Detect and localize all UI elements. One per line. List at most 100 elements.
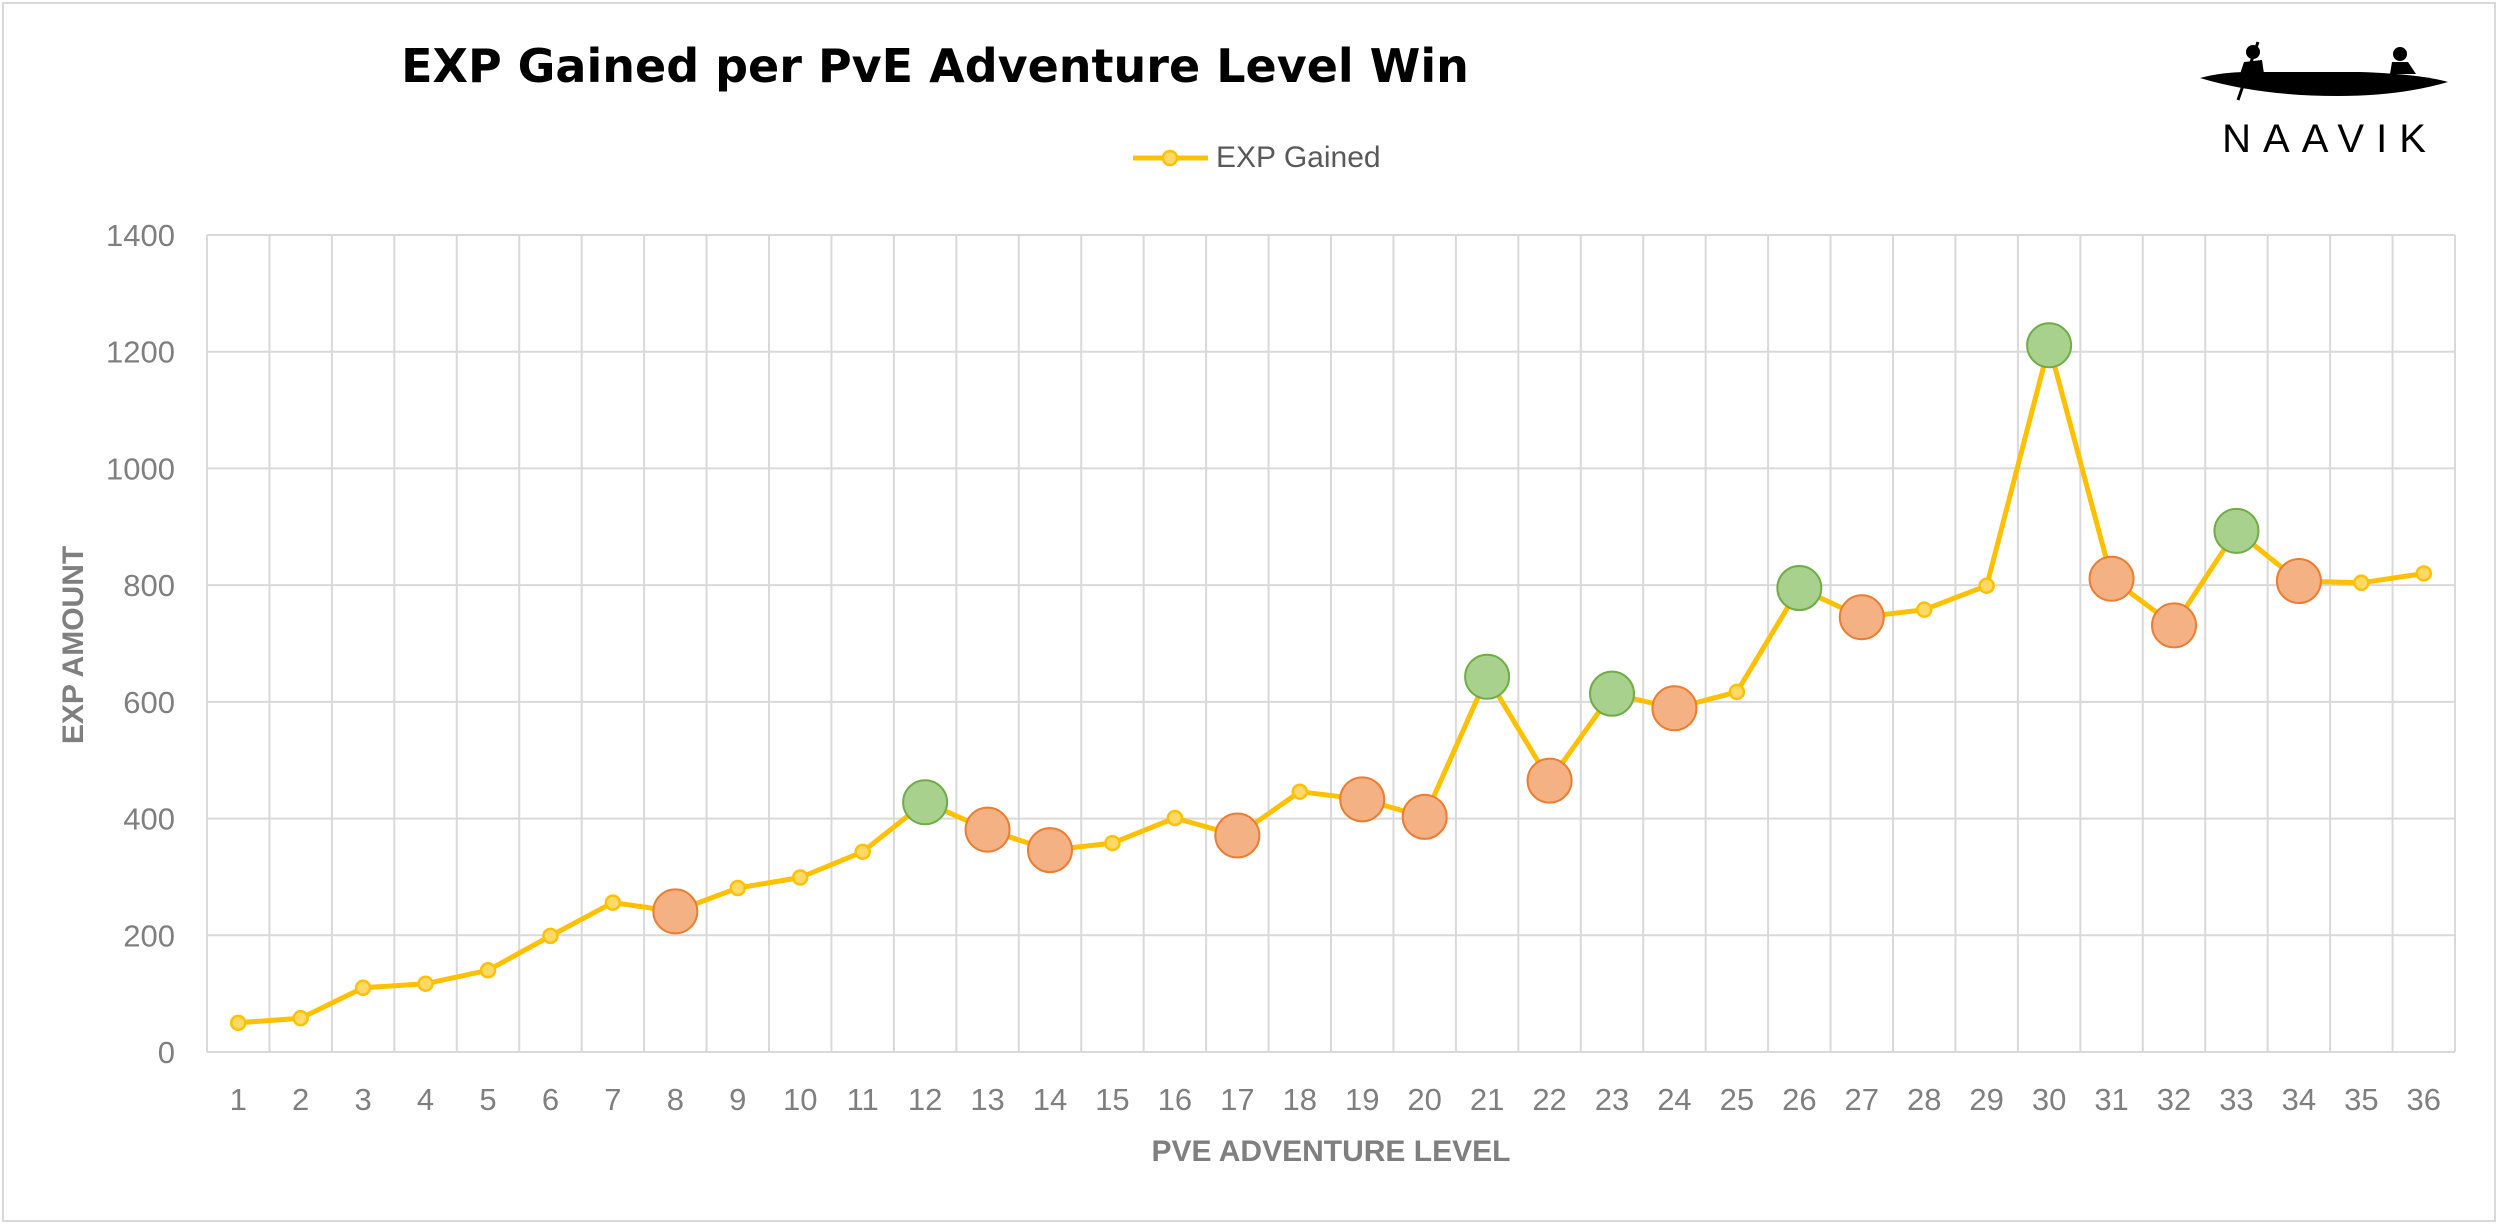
x-tick-label: 35: [2344, 1082, 2378, 1117]
highlight-marker-lower: [1339, 776, 1386, 823]
x-tick-label: 34: [2282, 1082, 2316, 1117]
y-tick-label: 800: [123, 568, 175, 603]
chart-title: EXP Gained per PvE Adventure Level Win: [401, 39, 1469, 93]
highlight-marker-higher: [2213, 507, 2260, 554]
highlight-marker-lower: [652, 888, 699, 935]
highlight-marker-lower: [2088, 555, 2135, 602]
x-tick-label: 15: [1095, 1082, 1129, 1117]
highlight-marker-lower: [1214, 812, 1261, 859]
highlight-marker-lower: [1651, 685, 1698, 732]
x-tick-label: 21: [1470, 1082, 1504, 1117]
highlight-marker-higher: [1589, 670, 1635, 717]
naavik-logo: NAAVIK: [2200, 41, 2448, 161]
y-tick-label: 400: [123, 802, 175, 837]
legend-marker-swatch: [1161, 149, 1179, 167]
series-line: [238, 342, 2425, 1026]
x-tick-label: 19: [1345, 1082, 1379, 1117]
series-exp-gained: [229, 322, 2433, 1032]
rower-head-icon: [2246, 45, 2260, 59]
y-tick-label: 1000: [106, 451, 175, 486]
x-tick-label: 18: [1283, 1082, 1317, 1117]
highlight-marker-lower: [1401, 793, 1448, 840]
x-tick-label: 36: [2407, 1082, 2441, 1117]
x-tick-label: 9: [729, 1082, 746, 1117]
data-point: [229, 1014, 247, 1032]
x-tick-label: 11: [847, 1082, 879, 1117]
highlight-marker-higher: [902, 779, 949, 826]
x-tick-label: 31: [2094, 1082, 2128, 1117]
passenger-head-icon: [2393, 47, 2407, 61]
plot-grid: [206, 234, 2456, 1053]
highlight-marker-lower: [1027, 827, 1073, 874]
x-tick-label: 22: [1532, 1082, 1566, 1117]
data-point: [2415, 565, 2433, 582]
data-point: [1291, 783, 1309, 800]
data-point: [2353, 574, 2370, 592]
legend-entry-exp-gained: EXP Gained: [1216, 141, 1381, 174]
y-tick-label: 0: [158, 1035, 175, 1070]
x-tick-label: 16: [1158, 1082, 1192, 1117]
x-axis-tick-labels: 1 2 3 4 5 6 7 8 9 10 11 12 13 14 15 16 17 18 19 20 21 22 23 24 2…: [230, 1082, 2441, 1117]
highlight-marker-lower: [964, 806, 1011, 853]
x-tick-label: 20: [1407, 1082, 1441, 1117]
boat-icon: [2200, 72, 2448, 96]
x-tick-label: 32: [2157, 1082, 2191, 1117]
data-point: [292, 1009, 309, 1027]
passenger-body-icon: [2390, 62, 2416, 74]
x-tick-label: 17: [1220, 1082, 1254, 1117]
x-tick-label: 26: [1782, 1082, 1816, 1117]
data-point: [354, 979, 372, 997]
data-point: [729, 879, 747, 897]
y-tick-label: 200: [123, 918, 175, 953]
x-tick-label: 13: [970, 1082, 1004, 1117]
x-tick-label: 8: [667, 1082, 684, 1117]
data-point: [604, 894, 622, 911]
x-tick-label: 12: [908, 1082, 942, 1117]
data-point: [542, 927, 559, 945]
x-tick-label: 5: [479, 1082, 496, 1117]
x-tick-label: 14: [1033, 1082, 1067, 1117]
data-point: [1166, 809, 1184, 827]
x-tick-label: 10: [783, 1082, 817, 1117]
x-tick-label: 3: [354, 1082, 371, 1117]
data-point: [1104, 834, 1121, 852]
highlight-marker-lower: [2151, 602, 2197, 649]
highlight-marker-lower: [1838, 594, 1885, 641]
x-tick-label: 2: [292, 1082, 309, 1117]
rower-body-icon: [2240, 60, 2264, 74]
data-point: [479, 962, 497, 979]
y-tick-label: 1400: [106, 218, 175, 253]
data-point: [1915, 601, 1933, 618]
x-tick-label: 29: [1969, 1082, 2003, 1117]
x-tick-label: 6: [542, 1082, 559, 1117]
highlight-marker-higher: [2026, 322, 2073, 369]
x-tick-label: 33: [2219, 1082, 2253, 1117]
y-tick-label: 600: [123, 685, 175, 720]
y-tick-label: 1200: [106, 335, 175, 370]
x-tick-label: 24: [1657, 1082, 1691, 1117]
x-tick-label: 23: [1595, 1082, 1629, 1117]
highlight-marker-higher: [1776, 565, 1823, 612]
data-point: [417, 975, 434, 992]
x-tick-label: 30: [2032, 1082, 2066, 1117]
x-tick-label: 4: [417, 1082, 434, 1117]
x-axis-label: PVE ADVENTURE LEVEL: [1152, 1135, 1511, 1168]
brand-name: NAAVIK: [2222, 117, 2438, 161]
highlight-marker-higher: [1464, 653, 1511, 700]
x-tick-label: 25: [1720, 1082, 1754, 1117]
x-tick-label: 1: [230, 1082, 247, 1117]
x-tick-label: 27: [1845, 1082, 1879, 1117]
highlight-marker-lower: [1526, 757, 1573, 804]
data-point: [791, 869, 809, 886]
data-point: [1728, 683, 1746, 701]
highlight-marker-lower: [2275, 558, 2322, 605]
y-axis-tick-labels: 0 200 400 600 800 1000 1200 1400: [106, 218, 175, 1070]
legend: EXP Gained: [1133, 141, 1381, 174]
x-tick-label: 28: [1907, 1082, 1941, 1117]
x-tick-label: 7: [604, 1082, 621, 1117]
data-point: [1978, 577, 1995, 594]
data-point: [854, 843, 871, 861]
y-axis-label: EXP AMOUNT: [57, 546, 90, 744]
